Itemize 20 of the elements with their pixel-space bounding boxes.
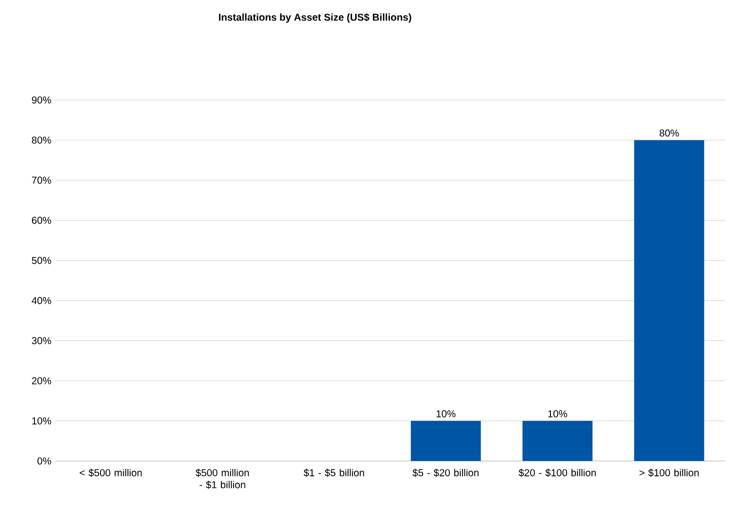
y-tick-label: 50% [32,256,52,264]
y-tick-label: 30% [32,337,52,344]
data-label: 10% [436,410,456,418]
y-tick-label: 70% [32,176,52,184]
data-label: 80% [660,129,679,137]
x-tick-label: < $500 million [80,468,142,477]
y-tick-label: 80% [32,136,52,144]
x-tick-label: $500 million - $1 billion [196,468,249,489]
y-tick-label: 90% [32,96,52,104]
x-tick-label: $5 - $20 billion [412,468,479,477]
x-tick-label: $1 - $5 billion [304,468,364,477]
chart-title: Installations by Asset Size (US$ Billions) [218,13,412,23]
y-tick-label: 40% [32,297,52,304]
y-tick-label: 0% [37,457,52,465]
y-tick-label: 60% [32,216,52,224]
y-tick-label: 10% [32,417,52,424]
x-tick-label: > $100 billion [639,468,699,477]
x-tick-label: $20 - $100 billion [518,468,596,477]
y-tick-label: 20% [32,377,52,384]
data-label: 10% [548,410,568,418]
